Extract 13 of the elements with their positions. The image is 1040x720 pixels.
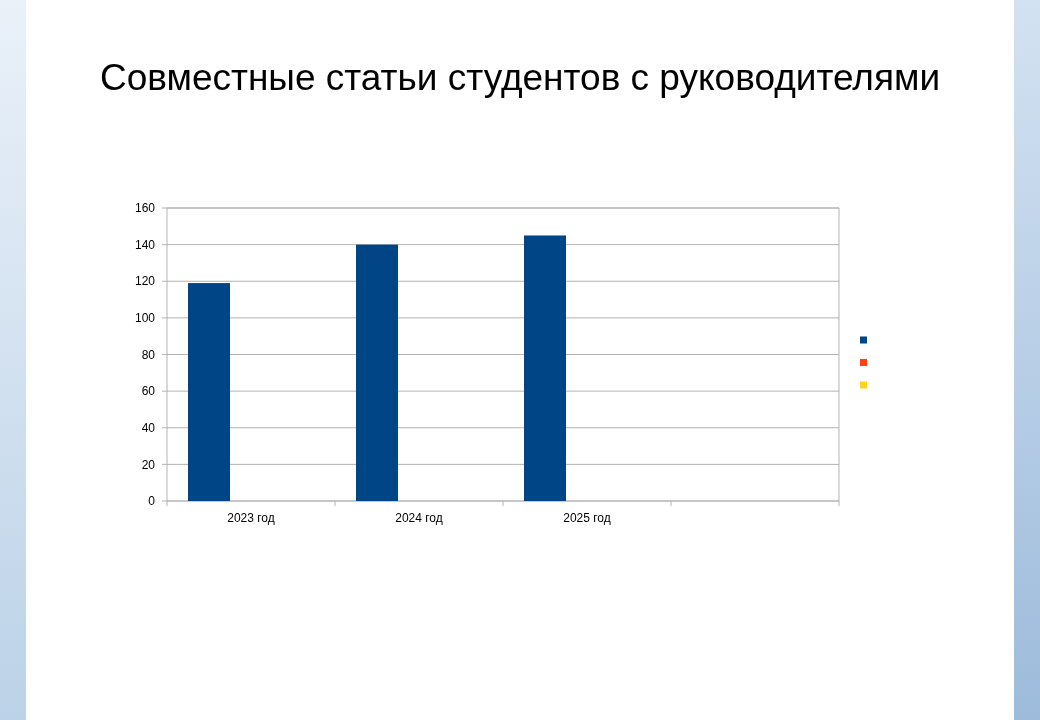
y-tick-label: 160 — [134, 201, 156, 216]
y-tick-label: 0 — [148, 494, 156, 509]
y-tick-label: 140 — [134, 237, 156, 252]
x-tick-label: 2025 год — [563, 511, 611, 525]
y-tick-label: 40 — [141, 420, 156, 435]
y-tick-label: 80 — [141, 347, 156, 362]
chart-title: Совместные статьи студентов с руководителями — [99, 57, 941, 98]
y-tick-label: 100 — [134, 311, 156, 326]
x-tick-label: 2024 год — [395, 511, 443, 525]
y-tick-label: 120 — [134, 274, 156, 289]
y-tick-label: 20 — [141, 457, 156, 472]
x-tick-label: 2023 год — [227, 511, 275, 525]
y-tick-label: 60 — [141, 384, 156, 399]
